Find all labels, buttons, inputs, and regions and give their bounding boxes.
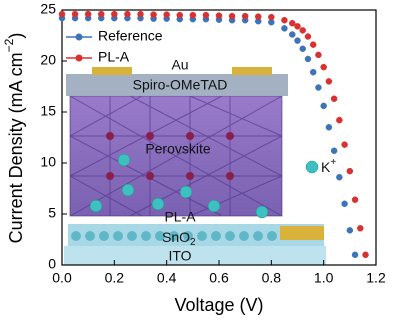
sno2-spheres (71, 231, 277, 241)
inset-label: Perovskite (145, 141, 211, 157)
data-point (351, 196, 359, 203)
data-point (281, 16, 288, 24)
data-point (325, 124, 333, 131)
inset-label: Au (171, 57, 188, 73)
inset-label: Spiro-OMeTAD (133, 77, 228, 93)
x-tick-label: 0.8 (262, 270, 282, 286)
data-point (315, 84, 322, 91)
data-point (304, 33, 312, 40)
data-point (124, 10, 131, 18)
inset-label: ITO (168, 248, 191, 264)
data-point (137, 10, 144, 18)
legend-marker (75, 33, 83, 41)
data-point (341, 200, 348, 208)
data-point (289, 20, 296, 27)
inset-label-sup: + (330, 157, 336, 168)
x-tick-label: 0.4 (157, 270, 177, 286)
data-point (84, 10, 92, 18)
data-point (309, 41, 317, 48)
data-point (98, 10, 105, 18)
data-point (346, 227, 354, 234)
data-point (351, 251, 359, 259)
data-point (150, 11, 157, 18)
inset-label: K (321, 159, 331, 175)
x-tick-label: 0.2 (105, 270, 125, 286)
inset-label: SnO2 (162, 229, 196, 248)
data-point (189, 11, 197, 19)
y-axis-label: ) (6, 33, 26, 39)
data-point (111, 10, 118, 18)
data-point (71, 10, 79, 18)
data-point (346, 167, 354, 175)
k-ions (89, 153, 269, 219)
data-point (315, 51, 322, 59)
x-tick-label: 1.0 (314, 270, 334, 286)
data-point (304, 55, 312, 63)
data-point (320, 63, 327, 71)
data-point (58, 10, 66, 18)
inset-label-sub: 2 (190, 237, 196, 248)
x-tick-label: 0.0 (52, 270, 72, 286)
inset-label: PL-A (164, 209, 196, 225)
data-point (289, 31, 296, 38)
data-point (163, 11, 170, 18)
x-tick-label: 1.2 (366, 270, 386, 286)
data-point (299, 45, 306, 53)
ito-layer (64, 246, 326, 265)
data-point (228, 12, 236, 20)
y-tick-label: 15 (40, 103, 56, 119)
contact-pad (280, 226, 324, 240)
data-point (320, 102, 327, 110)
y-tick-label: 5 (48, 205, 56, 221)
au-pad (232, 67, 272, 75)
data-point (325, 78, 333, 85)
data-point (299, 27, 306, 34)
device-illustration: Au Spiro-OMeTAD Perovskite PL-A SnO2 ITO… (64, 57, 336, 265)
data-point (309, 68, 317, 76)
data-point (255, 13, 262, 20)
x-axis-label: Voltage (V) (174, 295, 263, 315)
data-point (268, 13, 275, 21)
legend-label: PL-A (98, 49, 130, 65)
data-point (176, 11, 183, 19)
data-point (294, 37, 301, 44)
data-point (336, 174, 343, 181)
y-tick-label: 20 (40, 52, 56, 68)
inset-label: SnO (162, 229, 190, 245)
y-tick-label: 10 (40, 154, 56, 170)
cations (106, 132, 234, 180)
data-point (341, 141, 348, 148)
y-axis-label: Current Density (mA cm−2) (2, 33, 26, 244)
spiro-layer (66, 74, 288, 96)
data-point (336, 116, 343, 124)
data-point (215, 12, 223, 19)
data-point (357, 225, 364, 232)
y-tick-label: 0 (48, 256, 56, 272)
au-pad (92, 67, 132, 75)
x-tick-label: 0.6 (209, 270, 229, 286)
legend-label: Reference (98, 28, 163, 44)
y-tick-label: 25 (40, 1, 56, 17)
k-ion-key (305, 160, 319, 174)
data-point (202, 11, 210, 19)
data-point (362, 251, 369, 259)
legend-marker (75, 54, 83, 62)
inset-label: K+ (321, 157, 336, 175)
y-axis-label-sup: −2 (2, 38, 16, 52)
data-point (294, 23, 301, 30)
data-point (330, 147, 338, 155)
data-point (330, 95, 338, 102)
data-point (281, 25, 288, 32)
data-point (241, 12, 249, 20)
y-axis-label: Current Density (mA cm (6, 52, 26, 243)
